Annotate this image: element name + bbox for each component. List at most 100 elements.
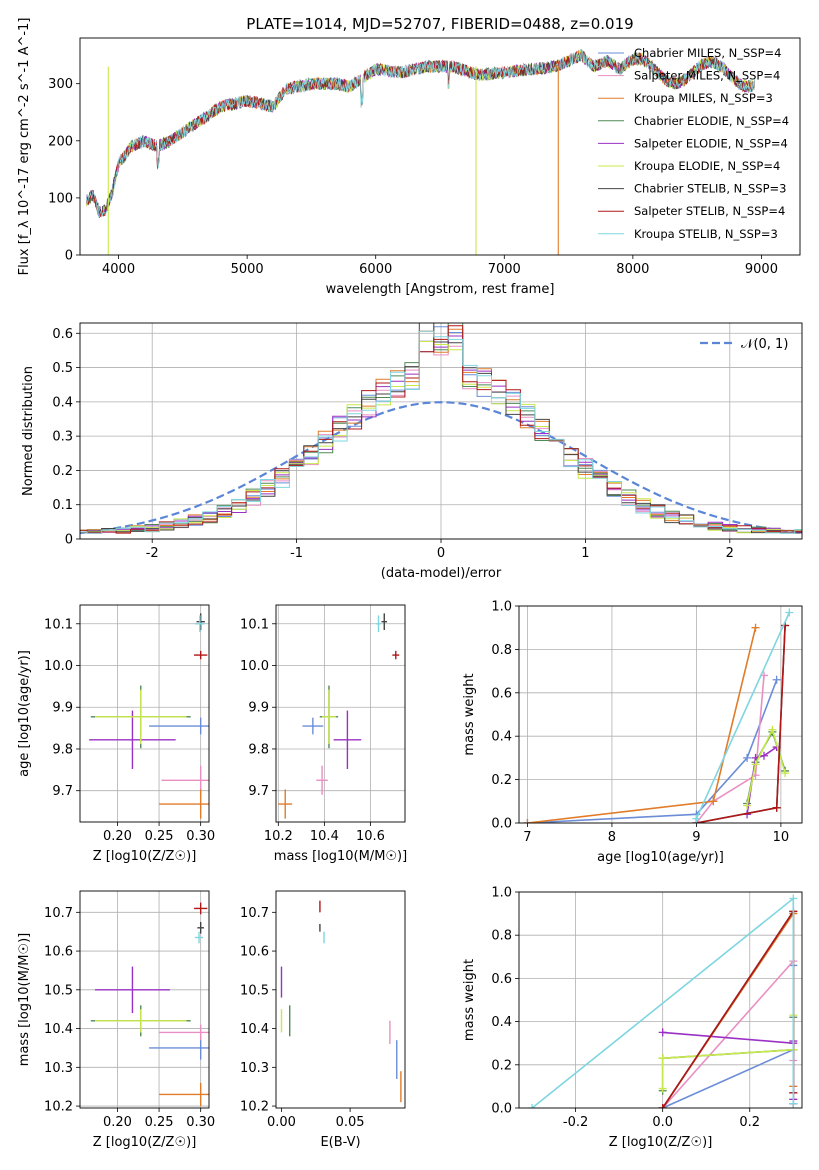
y-tick-label: 10.6 — [240, 945, 269, 960]
legend-entry: Kroupa MILES, N_SSP=3 — [634, 91, 773, 105]
weight-marker — [785, 608, 794, 617]
data-point — [94, 1009, 187, 1033]
x-tick-label: 8000 — [616, 262, 649, 277]
x-axis-label: Z [log10(Z/Z☉)] — [93, 1135, 197, 1150]
y-tick-label: 9.7 — [52, 784, 73, 799]
data-point — [194, 902, 208, 915]
x-tick-label: 0.25 — [145, 1115, 174, 1130]
x-tick-label: 10 — [773, 830, 790, 845]
data-point — [159, 789, 209, 819]
data-point — [159, 1024, 209, 1041]
legend-entry: Salpeter MILES, N_SSP=4 — [634, 69, 780, 83]
legend-entry: Salpeter STELIB, N_SSP=4 — [634, 204, 785, 218]
weight-marker — [658, 1028, 667, 1037]
weight-series — [527, 679, 778, 823]
y-tick-label: 9.9 — [52, 701, 73, 716]
weight-marker — [528, 1104, 537, 1108]
x-tick-label: 4000 — [102, 262, 135, 277]
y-tick-label: 0.2 — [52, 464, 73, 479]
data-point — [94, 689, 187, 744]
x-axis-label: mass [log10(M/M☉)] — [274, 849, 407, 864]
legend: 𝒩(0, 1) — [700, 337, 788, 352]
weight-series — [696, 625, 786, 823]
y-tick-label: 10.5 — [240, 983, 269, 998]
weight-marker — [781, 769, 790, 778]
y-tick-label: 10.4 — [240, 1022, 269, 1037]
y-tick-label: 0.6 — [52, 327, 73, 342]
y-tick-label: 9.8 — [52, 742, 73, 757]
x-tick-label: 10.2 — [264, 829, 293, 844]
x-tick-label: 0 — [437, 546, 445, 561]
weight-marker — [658, 1054, 667, 1063]
y-tick-label: 0.0 — [491, 1102, 512, 1117]
histogram-steps — [80, 323, 802, 534]
axes-frame — [275, 604, 406, 823]
y-axis-label: mass weight — [462, 673, 477, 755]
weight-series — [696, 625, 786, 823]
y-tick-label: 0.0 — [491, 817, 512, 832]
panel-mass-weight-vs-age: 7 8 9 10 0.0 0.2 0.4 0.6 0.8 1.0 age [log10(age/yr… — [462, 600, 803, 865]
data-point — [194, 931, 204, 944]
weight-series — [527, 627, 757, 823]
plot-area — [278, 613, 400, 819]
spectrum-line — [86, 49, 755, 218]
data-point — [322, 689, 336, 744]
plot-area — [523, 608, 794, 823]
y-tick-label: 0 — [65, 533, 73, 548]
plot-area — [80, 323, 802, 535]
y-tick-label: 9.7 — [248, 784, 269, 799]
y-tick-label: 10.1 — [44, 617, 73, 632]
x-tick-label: 6000 — [359, 262, 392, 277]
data-point — [89, 710, 176, 770]
y-tick-label: 10.7 — [240, 906, 269, 921]
y-tick-label: 10.2 — [240, 1100, 269, 1115]
panel-mass-weight-vs-metallicity: -0.2 0.0 0.2 0.0 0.2 0.4 0.6 0.8 1.0 Z [log10(Z/Z… — [462, 886, 803, 1150]
x-axis-label: Z [log10(Z/Z☉)] — [93, 849, 197, 864]
histogram-steps — [80, 325, 802, 534]
x-tick-label: 0.00 — [267, 1115, 296, 1130]
y-tick-label: 300 — [48, 77, 73, 92]
x-tick-label: -0.2 — [563, 1115, 588, 1130]
data-point — [159, 1082, 209, 1107]
x-tick-label: 9000 — [745, 262, 778, 277]
histogram-steps — [80, 341, 802, 534]
data-point — [278, 789, 293, 819]
legend-entry: Salpeter ELODIE, N_SSP=4 — [634, 136, 788, 150]
axes-frame — [79, 890, 210, 1109]
y-axis-label: Flux [f_λ 10^-17 erg cm^-2 s^-1 A^-1] — [17, 18, 32, 276]
weight-marker — [789, 894, 798, 903]
y-tick-label: 10.7 — [44, 906, 73, 921]
weight-series — [662, 1031, 795, 1100]
x-tick-label: 8 — [608, 830, 616, 845]
y-tick-label: 0.8 — [491, 643, 512, 658]
x-axis-label: (data-model)/error — [381, 566, 502, 581]
x-tick-label: 0.20 — [103, 829, 132, 844]
weight-marker — [658, 1084, 667, 1093]
data-point — [392, 650, 400, 660]
plot-area — [89, 613, 209, 819]
y-axis-label: Normed distribution — [21, 366, 36, 496]
weight-marker — [772, 675, 781, 684]
y-axis-label: age [log10(age/yr)] — [17, 650, 32, 777]
x-tick-label: 0.0 — [652, 1115, 673, 1130]
weight-marker — [692, 814, 701, 823]
y-tick-label: 0.8 — [491, 929, 512, 944]
x-tick-label: 0.30 — [186, 1115, 215, 1130]
weight-marker — [709, 797, 718, 806]
y-tick-label: 10.4 — [44, 1022, 73, 1037]
y-tick-label: 200 — [48, 134, 73, 149]
data-point — [194, 615, 205, 633]
y-tick-label: 0 — [65, 249, 73, 264]
x-tick-label: 0.30 — [186, 829, 215, 844]
plot-area — [280, 900, 402, 1103]
y-tick-label: 0.6 — [491, 686, 512, 701]
legend-entry: Kroupa ELODIE, N_SSP=4 — [634, 159, 780, 173]
x-tick-label: 10.6 — [356, 829, 385, 844]
panel-mass-vs-extinction: 0.00 0.05 10.2 10.3 10.4 10.5 10.6 10.7 E(B-V) — [240, 890, 406, 1150]
x-axis-label: age [log10(age/yr)] — [597, 850, 724, 865]
weight-marker — [751, 760, 760, 769]
y-tick-label: 10.0 — [240, 659, 269, 674]
axes-frame — [79, 37, 801, 256]
plot-area — [86, 49, 755, 255]
x-axis-label: wavelength [Angstrom, rest frame] — [326, 282, 555, 297]
